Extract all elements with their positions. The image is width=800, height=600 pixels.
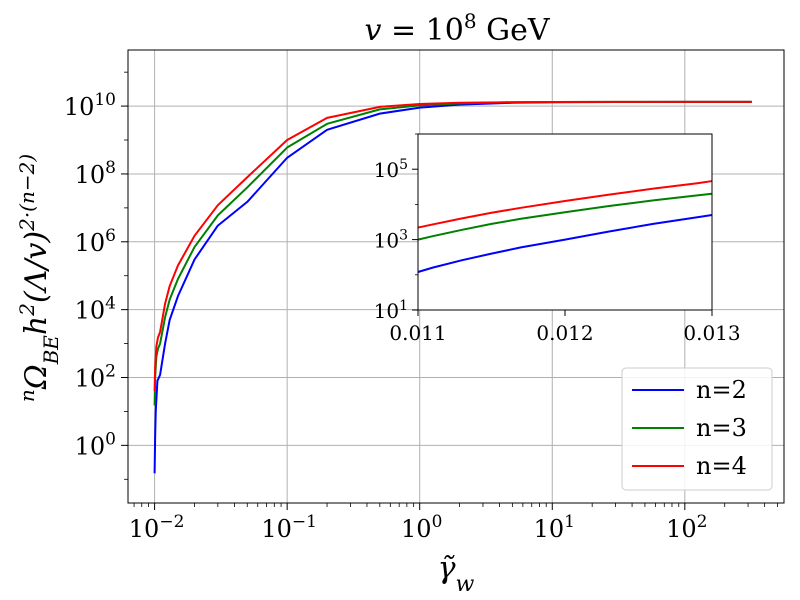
y-tick-label: 108 [75, 158, 116, 189]
legend: n=2 n=3 n=4 [621, 367, 773, 491]
inset-ticks: 0.011 0.012 0.013 101 103 105 [374, 133, 741, 345]
y-tick-label: 106 [75, 226, 116, 257]
chart-title: v = 108 GeV [365, 9, 551, 48]
inset-y-tick-label: 105 [374, 157, 408, 182]
y-tick-label: 1010 [64, 90, 116, 121]
main-series-group [153, 100, 752, 474]
x-tick-label: 101 [534, 512, 575, 543]
x-tick-label: 10−1 [261, 512, 317, 543]
x-tick-label: 102 [666, 512, 707, 543]
legend-box [621, 367, 773, 491]
inset-series-group [417, 180, 713, 273]
inset-x-tick-label: 0.013 [683, 321, 740, 345]
inset-y-tick-label: 101 [374, 298, 408, 323]
inset-x-tick-label: 0.012 [536, 321, 593, 345]
inset-series-line-n3 [417, 192, 713, 241]
y-tick-label: 104 [75, 294, 116, 325]
y-tick-label: 102 [75, 362, 116, 393]
inset-series-line-n2 [417, 214, 713, 273]
legend-label-n2: n=2 [696, 376, 747, 404]
inset-plot: 0.011 0.012 0.013 101 103 105 [374, 133, 741, 345]
inset-x-tick-label: 0.011 [389, 321, 446, 345]
inset-y-tick-label: 103 [374, 228, 408, 253]
legend-label-n4: n=4 [696, 452, 747, 480]
main-plot-frame [127, 49, 785, 504]
x-tick-label: 100 [401, 512, 442, 543]
inset-series-line-n4 [417, 180, 713, 229]
legend-label-n3: n=3 [696, 414, 747, 442]
y-tick-label: 100 [75, 429, 116, 460]
main-ticks: 10−2 10−1 100 101 102 100 102 104 106 108 1010 [64, 71, 778, 543]
x-tick-label: 10−2 [129, 512, 185, 543]
series-line-n4 [153, 100, 752, 392]
